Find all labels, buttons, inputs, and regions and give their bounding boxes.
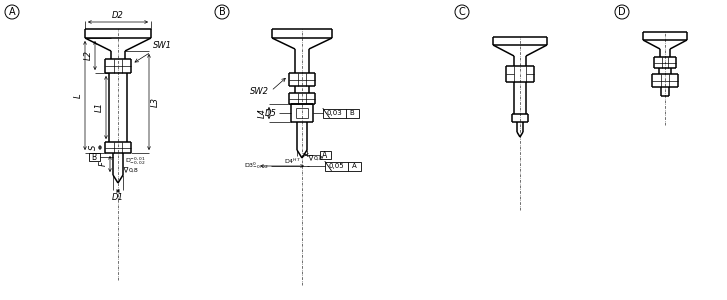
Text: L: L bbox=[74, 93, 83, 98]
Text: D5: D5 bbox=[265, 109, 277, 118]
Text: B: B bbox=[350, 110, 355, 116]
Text: 0,8: 0,8 bbox=[314, 155, 324, 160]
Bar bbox=[325, 161, 361, 170]
Text: A: A bbox=[9, 7, 15, 17]
Text: 0,05: 0,05 bbox=[329, 163, 344, 169]
Text: F: F bbox=[99, 162, 108, 167]
Text: SW1: SW1 bbox=[153, 41, 172, 50]
Text: D3$^{0}_{-0,02}$: D3$^{0}_{-0,02}$ bbox=[244, 161, 269, 171]
Text: D1: D1 bbox=[112, 194, 124, 202]
Text: SW2: SW2 bbox=[250, 86, 269, 95]
Text: A: A bbox=[322, 151, 328, 160]
Bar bbox=[323, 109, 359, 118]
Bar bbox=[89, 153, 100, 161]
Text: D$^{-0,01}_{-0,02}$: D$^{-0,01}_{-0,02}$ bbox=[125, 156, 145, 167]
Text: A: A bbox=[352, 163, 356, 169]
Text: C: C bbox=[459, 7, 465, 17]
Text: B: B bbox=[92, 152, 97, 161]
Text: L1: L1 bbox=[95, 103, 104, 112]
Text: L2: L2 bbox=[84, 50, 93, 61]
Text: D4$^{H7}$: D4$^{H7}$ bbox=[284, 157, 301, 166]
Text: L4: L4 bbox=[258, 108, 267, 118]
Bar bbox=[319, 151, 331, 159]
Text: L3: L3 bbox=[151, 97, 160, 107]
Text: D: D bbox=[618, 7, 626, 17]
Text: S: S bbox=[89, 145, 98, 150]
Text: 0,03: 0,03 bbox=[326, 110, 342, 116]
Text: D2: D2 bbox=[112, 11, 124, 20]
Text: 0,8: 0,8 bbox=[129, 167, 139, 172]
Text: B: B bbox=[219, 7, 225, 17]
